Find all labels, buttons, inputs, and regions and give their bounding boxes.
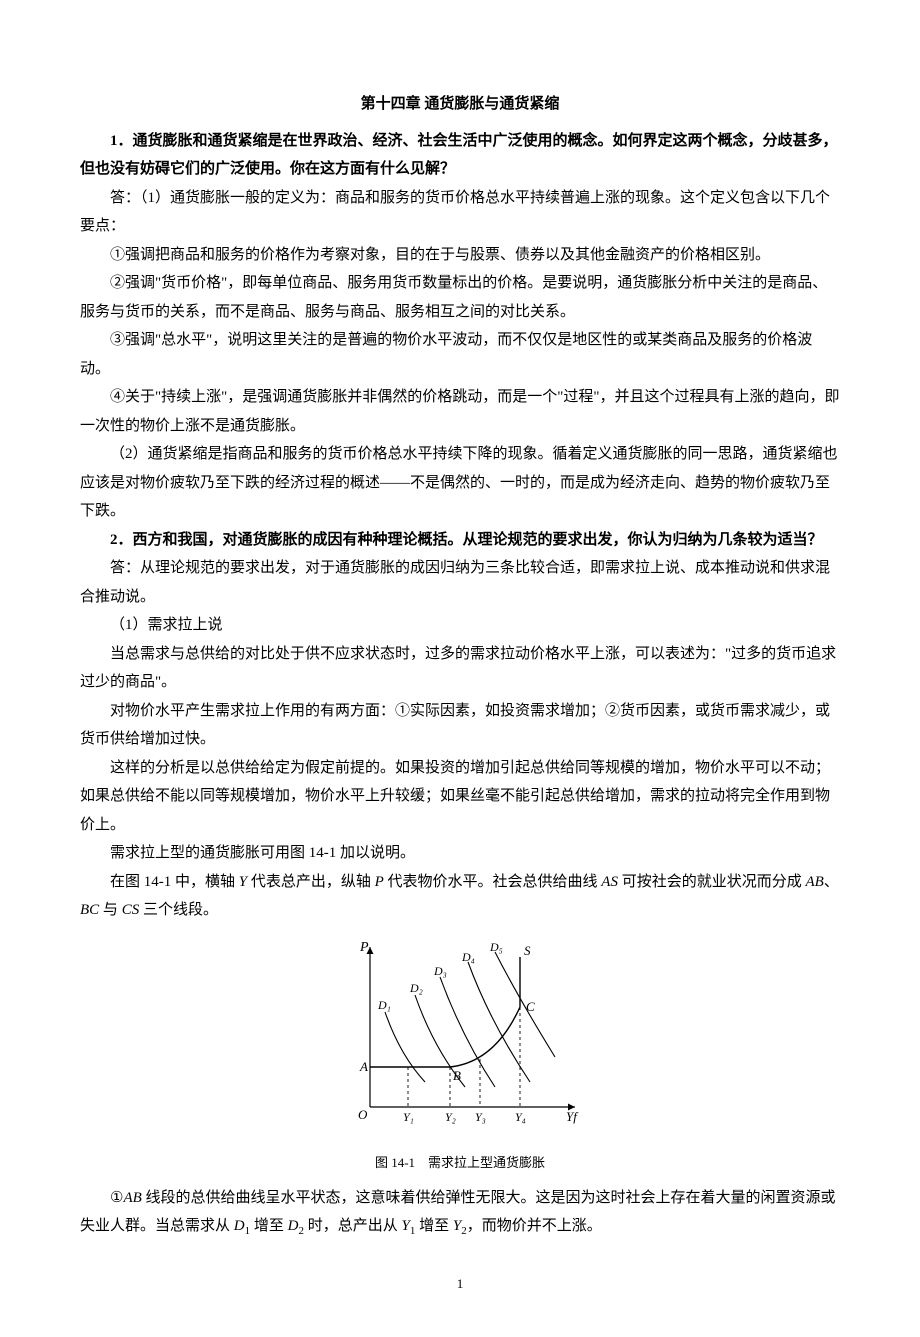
q2-p5: 这样的分析是以总供给给定为假定前提的。如果投资的增加引起总供给同等规模的增加，物… — [80, 754, 840, 840]
fig-intro-t2: 代表总产出，纵轴 — [247, 874, 375, 890]
point-A: A — [359, 1059, 368, 1074]
q1-p3: ②强调"货币价格"，即每单位商品、服务用货币数量标出的价格。是要说明，通货膨胀分… — [80, 269, 840, 326]
q2-p6: 需求拉上型的通货膨胀可用图 14-1 加以说明。 — [80, 839, 840, 868]
sym-CS: CS — [122, 902, 140, 918]
pf-d: 时，总产出从 — [304, 1218, 402, 1234]
page-number: 1 — [80, 1272, 840, 1297]
q1-p6: （2）通货紧缩是指商品和服务的货币价格总水平持续下降的现象。循着定义通货膨胀的同… — [80, 440, 840, 526]
figure-14-1: P Yf O A B C S D₁ D₂ D₃ D₄ D₅ Y₁ Y₂ Y₃ Y… — [80, 937, 840, 1148]
d4-label: D₄ — [461, 950, 475, 964]
fig-intro-t4: 可按社会的就业状况而分成 — [618, 874, 806, 890]
sym-Y: Y — [239, 874, 247, 890]
pf-Y1: Y — [401, 1218, 409, 1234]
fig-intro-t6: 与 — [99, 902, 122, 918]
q2-p1: 答：从理论规范的要求出发，对于通货膨胀的成因归纳为三条比较合适，即需求拉上说、成… — [80, 554, 840, 611]
pf-f: ，而物价并不上涨。 — [467, 1218, 602, 1234]
pf-e: 增至 — [415, 1218, 453, 1234]
q1-p4: ③强调"总水平"，说明这里关注的是普遍的物价水平波动，而不仅仅是地区性的或某类商… — [80, 326, 840, 383]
d5-label: D₅ — [489, 940, 503, 954]
sym-P: P — [375, 874, 384, 890]
q1-p5: ④关于"持续上涨"，是强调通货膨胀并非偶然的价格跳动，而是一个"过程"，并且这个… — [80, 383, 840, 440]
pf-D1: D — [234, 1218, 245, 1234]
ytick-4: Y₄ — [515, 1110, 526, 1124]
axis-origin: O — [358, 1107, 368, 1122]
post-fig-p1: ①AB 线段的总供给曲线呈水平状态，这意味着供给弹性无限大。这是因为这时社会上存… — [80, 1184, 840, 1242]
q2-p4: 对物价水平产生需求拉上作用的有两方面：①实际因素，如投资需求增加；②货币因素，或… — [80, 697, 840, 754]
axis-p-label: P — [359, 940, 369, 955]
d3-label: D₃ — [433, 964, 447, 978]
q1-p2: ①强调把商品和服务的价格作为考察对象，目的在于与股票、债券以及其他金融资产的价格… — [80, 241, 840, 270]
pf-Y2: Y — [453, 1218, 461, 1234]
ytick-3: Y₃ — [475, 1110, 486, 1124]
point-S: S — [524, 943, 531, 958]
sym-AS: AS — [601, 874, 618, 890]
d2-label: D₂ — [409, 981, 423, 995]
sym-BC: BC — [80, 902, 99, 918]
q2-p2: （1）需求拉上说 — [80, 611, 840, 640]
fig-intro-t5: 、 — [824, 874, 839, 890]
figure-caption: 图 14-1 需求拉上型通货膨胀 — [80, 1151, 840, 1176]
q2-p3: 当总需求与总供给的对比处于供不应求状态时，过多的需求拉动价格水平上涨，可以表述为… — [80, 640, 840, 697]
question-1: 1．通货膨胀和通货紧缩是在世界政治、经济、社会生活中广泛使用的概念。如何界定这两… — [80, 127, 840, 184]
ytick-2: Y₂ — [445, 1110, 456, 1124]
pf-AB: AB — [123, 1190, 141, 1206]
axis-y-label: Yf — [566, 1109, 579, 1124]
chapter-title: 第十四章 通货膨胀与通货紧缩 — [80, 90, 840, 119]
fig-intro-t7: 三个线段。 — [139, 902, 218, 918]
sym-AB: AB — [805, 874, 823, 890]
q1-p1: 答：（1）通货膨胀一般的定义为：商品和服务的货币价格总水平持续普遍上涨的现象。这… — [80, 184, 840, 241]
question-2: 2．西方和我国，对通货膨胀的成因有种种理论概括。从理论规范的要求出发，你认为归纳… — [80, 526, 840, 555]
ytick-1: Y₁ — [403, 1110, 414, 1124]
pf-c: 增至 — [250, 1218, 288, 1234]
d1-label: D₁ — [377, 998, 391, 1012]
figure-intro: 在图 14-1 中，横轴 Y 代表总产出，纵轴 P 代表物价水平。社会总供给曲线… — [80, 868, 840, 925]
pf-a: ① — [110, 1190, 123, 1206]
chart-svg: P Yf O A B C S D₁ D₂ D₃ D₄ D₅ Y₁ Y₂ Y₃ Y… — [330, 937, 590, 1137]
fig-intro-t1: 在图 14-1 中，横轴 — [110, 874, 239, 890]
fig-intro-t3: 代表物价水平。社会总供给曲线 — [384, 874, 602, 890]
pf-D2: D — [288, 1218, 299, 1234]
